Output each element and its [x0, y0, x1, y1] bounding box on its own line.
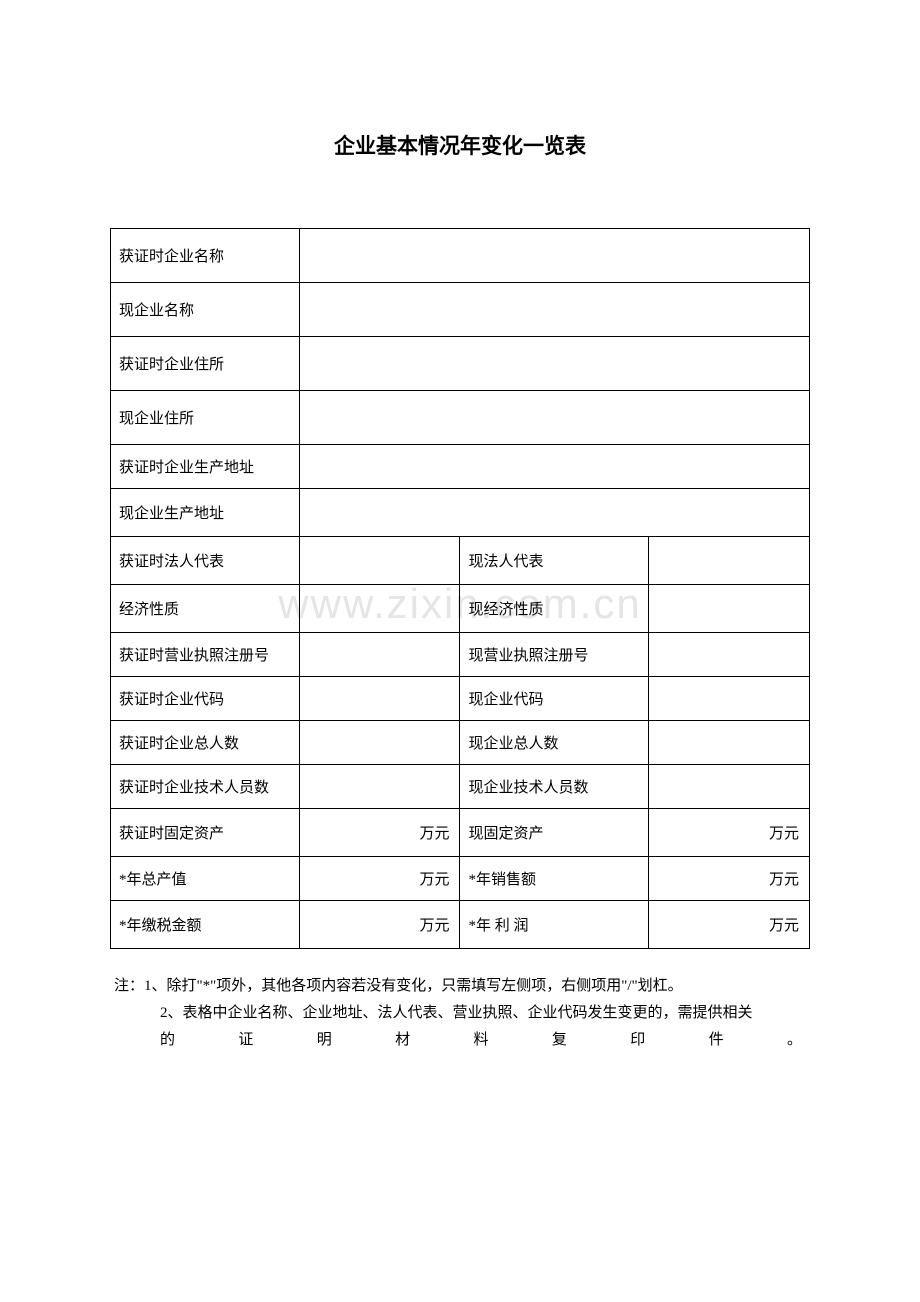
label-cell: 获证时企业技术人员数 [111, 765, 300, 809]
value-cell [299, 537, 460, 585]
label-cell: 现企业总人数 [460, 721, 649, 765]
table-row: 现企业名称 [111, 283, 810, 337]
label-cell: 获证时企业生产地址 [111, 445, 300, 489]
table-row: *年缴税金额 万元 *年 利 润 万元 [111, 901, 810, 949]
unit-cell: 万元 [649, 857, 810, 901]
table-row: 获证时固定资产 万元 现固定资产 万元 [111, 809, 810, 857]
label-cell: *年缴税金额 [111, 901, 300, 949]
value-cell [649, 585, 810, 633]
label-cell: 获证时企业代码 [111, 677, 300, 721]
value-cell [649, 537, 810, 585]
label-cell: 获证时法人代表 [111, 537, 300, 585]
table-row: 现企业生产地址 [111, 489, 810, 537]
value-cell [299, 633, 460, 677]
value-cell [299, 229, 809, 283]
table-row: 获证时企业总人数 现企业总人数 [111, 721, 810, 765]
unit-cell: 万元 [299, 809, 460, 857]
label-cell: 获证时营业执照注册号 [111, 633, 300, 677]
label-cell: 现经济性质 [460, 585, 649, 633]
table-row: 获证时法人代表 现法人代表 [111, 537, 810, 585]
label-cell: 现法人代表 [460, 537, 649, 585]
table-row: 获证时企业名称 [111, 229, 810, 283]
label-cell: 获证时企业名称 [111, 229, 300, 283]
value-cell [649, 677, 810, 721]
value-cell [299, 391, 809, 445]
label-cell: *年总产值 [111, 857, 300, 901]
label-cell: 现企业生产地址 [111, 489, 300, 537]
label-cell: 获证时企业住所 [111, 337, 300, 391]
value-cell [649, 721, 810, 765]
document-page: 企业基本情况年变化一览表 获证时企业名称 现企业名称 获证时企业住所 现企业住所… [0, 0, 920, 1054]
page-title: 企业基本情况年变化一览表 [110, 130, 810, 160]
label-cell: *年 利 润 [460, 901, 649, 949]
note-line: 2、表格中企业名称、企业地址、法人代表、营业执照、企业代码发生变更的，需提供相关 [114, 1000, 806, 1027]
unit-cell: 万元 [299, 857, 460, 901]
table-row: 获证时企业生产地址 [111, 445, 810, 489]
label-cell: 现营业执照注册号 [460, 633, 649, 677]
table-row: 获证时企业代码 现企业代码 [111, 677, 810, 721]
table-row: 获证时营业执照注册号 现营业执照注册号 [111, 633, 810, 677]
label-cell: 现企业代码 [460, 677, 649, 721]
value-cell [649, 633, 810, 677]
label-cell: 获证时固定资产 [111, 809, 300, 857]
notes-section: 注：1、除打"*"项外，其他各项内容若没有变化，只需填写左侧项，右侧项用"/"划… [110, 973, 810, 1054]
label-cell: 现企业技术人员数 [460, 765, 649, 809]
table-row: 现企业住所 [111, 391, 810, 445]
value-cell [299, 337, 809, 391]
note-line: 的证明材料复印件。 [114, 1027, 806, 1054]
label-cell: 获证时企业总人数 [111, 721, 300, 765]
label-cell: 现企业住所 [111, 391, 300, 445]
label-cell: *年销售额 [460, 857, 649, 901]
table-row: 经济性质 现经济性质 [111, 585, 810, 633]
unit-cell: 万元 [299, 901, 460, 949]
unit-cell: 万元 [649, 809, 810, 857]
form-table: 获证时企业名称 现企业名称 获证时企业住所 现企业住所 获证时企业生产地址 现企… [110, 228, 810, 949]
value-cell [299, 489, 809, 537]
value-cell [299, 721, 460, 765]
value-cell [299, 677, 460, 721]
table-row: 获证时企业住所 [111, 337, 810, 391]
table-row: 获证时企业技术人员数 现企业技术人员数 [111, 765, 810, 809]
value-cell [299, 765, 460, 809]
value-cell [299, 585, 460, 633]
label-cell: 经济性质 [111, 585, 300, 633]
unit-cell: 万元 [649, 901, 810, 949]
label-cell: 现固定资产 [460, 809, 649, 857]
note-line: 注：1、除打"*"项外，其他各项内容若没有变化，只需填写左侧项，右侧项用"/"划… [114, 973, 806, 1000]
label-cell: 现企业名称 [111, 283, 300, 337]
table-row: *年总产值 万元 *年销售额 万元 [111, 857, 810, 901]
value-cell [299, 445, 809, 489]
value-cell [299, 283, 809, 337]
value-cell [649, 765, 810, 809]
